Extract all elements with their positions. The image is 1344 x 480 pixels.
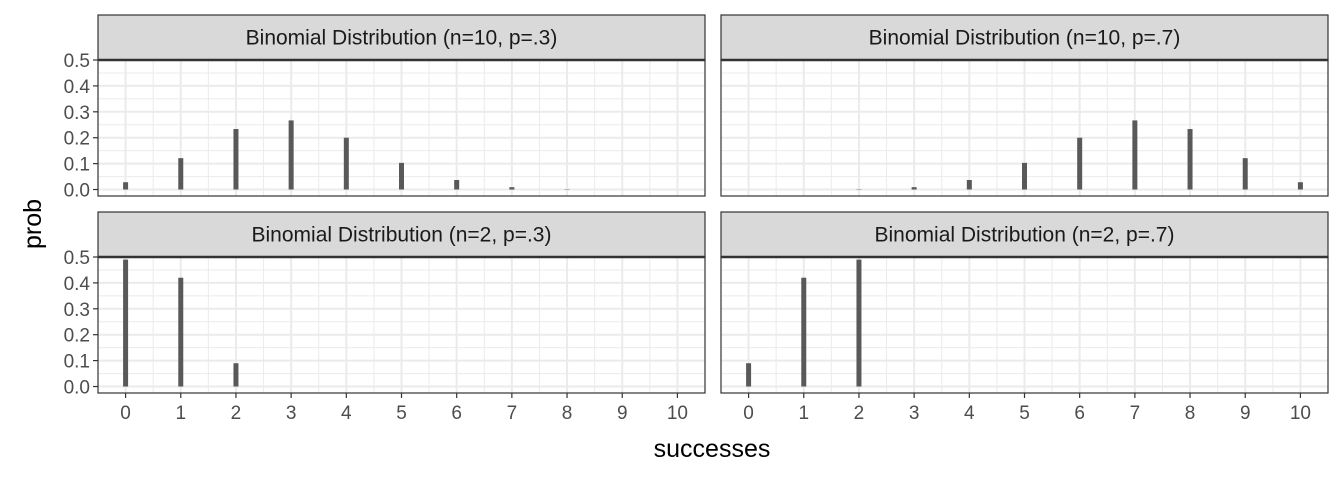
gridlines	[721, 256, 1328, 393]
bars	[123, 120, 625, 190]
bar-x9	[1242, 158, 1248, 190]
x-tick-label: 8	[1185, 403, 1196, 424]
bar-x2	[233, 129, 239, 190]
x-tick-label: 6	[451, 403, 462, 424]
bar-x6	[454, 179, 460, 190]
bar-x6	[1077, 137, 1083, 190]
x-tick-label: 3	[909, 403, 920, 424]
strip-title: Binomial Distribution (n=10, p=.3)	[246, 27, 558, 50]
gridlines	[98, 256, 705, 393]
y-tick-label: 0.3	[64, 103, 90, 124]
bar-x8	[1187, 129, 1193, 190]
strip-title: Binomial Distribution (n=2, p=.7)	[875, 224, 1175, 247]
bar-x4	[343, 137, 349, 190]
x-tick-label: 4	[341, 403, 352, 424]
panel-2: Binomial Distribution (n=10, p=.7)	[720, 14, 1329, 197]
axes-layer: 0.0 0.1 0.2 0.3 0.4 0.5 0.0 0.1 0.2 0.3 0.4 0.5 0 1 2 3…	[64, 51, 1311, 424]
y-axis-title: prob	[19, 199, 47, 249]
bar-x10	[1297, 182, 1303, 190]
y-tick-label: 0.0	[64, 378, 90, 399]
y-tick-label: 0.4	[64, 77, 91, 98]
panel-1: Binomial Distribution (n=10, p=.3)	[97, 14, 706, 197]
bar-x5	[399, 162, 404, 190]
y-tick-label: 0.2	[64, 129, 90, 150]
x-tick-label: 6	[1074, 403, 1085, 424]
x-axis-title: successes	[654, 435, 771, 463]
bar-x0	[123, 259, 129, 387]
y-tick-label: 0.0	[64, 181, 90, 202]
bar-x3	[288, 120, 294, 190]
bar-x7	[509, 187, 515, 190]
y-tick-label: 0.5	[64, 51, 90, 72]
x-tick-label: 0	[120, 403, 131, 424]
bar-x5	[1022, 162, 1027, 190]
x-tick-label: 10	[1290, 403, 1311, 424]
y-tick-label: 0.3	[64, 300, 90, 321]
strip-title: Binomial Distribution (n=10, p=.7)	[869, 27, 1181, 50]
x-tick-label: 1	[798, 403, 809, 424]
x-tick-label: 10	[667, 403, 688, 424]
strip-background	[720, 14, 1329, 61]
bar-x1	[801, 277, 807, 387]
x-tick-label: 5	[396, 403, 407, 424]
x-tick-label: 5	[1019, 403, 1030, 424]
x-tick-label: 1	[175, 403, 186, 424]
x-axis-1: 0 1 2 3 4 5 6 7 8 9 10	[120, 393, 688, 424]
x-tick-label: 0	[743, 403, 754, 424]
bar-x0	[123, 182, 129, 190]
bar-x1	[178, 277, 184, 387]
bars	[746, 259, 862, 387]
bar-x0	[746, 363, 752, 387]
bar-x1	[178, 158, 184, 190]
y-axis-1: 0.0 0.1 0.2 0.3 0.4 0.5	[64, 51, 98, 202]
y-tick-label: 0.5	[64, 248, 90, 269]
panel-3: Binomial Distribution (n=2, p=.3)	[97, 211, 706, 394]
bar-x4	[966, 179, 972, 190]
strip-title: Binomial Distribution (n=2, p=.3)	[252, 224, 552, 247]
y-axis-2: 0.0 0.1 0.2 0.3 0.4 0.5	[64, 248, 98, 399]
y-tick-label: 0.2	[64, 326, 90, 347]
x-tick-label: 7	[1130, 403, 1141, 424]
y-tick-label: 0.1	[64, 155, 90, 176]
y-tick-label: 0.1	[64, 352, 90, 373]
x-tick-label: 8	[562, 403, 573, 424]
bars	[801, 120, 1303, 190]
bar-x3	[911, 187, 917, 190]
x-tick-label: 2	[854, 403, 865, 424]
x-tick-label: 3	[286, 403, 297, 424]
strip-background	[97, 14, 706, 61]
panel-4: Binomial Distribution (n=2, p=.7)	[720, 211, 1329, 394]
bars	[123, 259, 239, 387]
x-tick-label: 7	[507, 403, 518, 424]
bar-x2	[233, 363, 239, 387]
bar-x2	[856, 259, 862, 387]
x-tick-label: 4	[964, 403, 975, 424]
x-axis-2: 0 1 2 3 4 5 6 7 8 9 10	[743, 393, 1311, 424]
y-tick-label: 0.4	[64, 274, 91, 295]
bar-x7	[1132, 120, 1138, 190]
x-tick-label: 9	[1240, 403, 1251, 424]
x-tick-label: 2	[231, 403, 242, 424]
panels-layer: Binomial Distribution (n=10, p=.3) Binomi…	[97, 14, 1329, 394]
x-tick-label: 9	[617, 403, 628, 424]
